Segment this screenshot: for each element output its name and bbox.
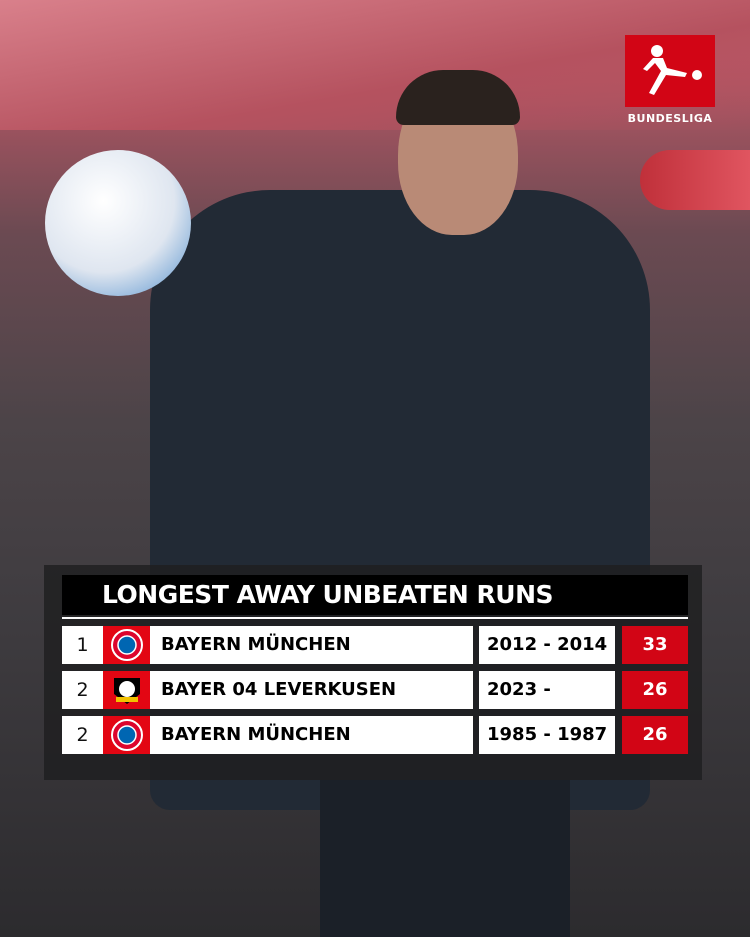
bayer-leverkusen-crest-icon [103,671,150,709]
stadium-railing [640,150,750,210]
bayern-munchen-crest-icon [103,626,150,664]
bundesliga-logo-icon [625,35,715,107]
football [45,150,191,296]
table-row: 2 BAYERN MÜNCHEN 1985 - 1987 26 [62,716,688,754]
games-cell: 26 [622,716,688,754]
years-cell: 2012 - 2014 [479,626,615,664]
coach-legs [320,780,570,937]
club-name: BAYERN MÜNCHEN [150,626,473,664]
table-row: 2 BAYER 04 LEVERKUSEN 2023 - 26 [62,671,688,709]
games-cell: 33 [622,626,688,664]
title-divider [62,617,688,619]
club-name: BAYER 04 LEVERKUSEN [150,671,473,709]
rank-cell: 2 [62,716,103,754]
bayern-munchen-crest-icon [103,716,150,754]
club-name: BAYERN MÜNCHEN [150,716,473,754]
bundesliga-wordmark: BUNDESLIGA [627,112,713,125]
rank-cell: 1 [62,626,103,664]
coach-hair [396,70,520,125]
table-title: LONGEST AWAY UNBEATEN RUNS [62,575,688,615]
rank-cell: 2 [62,671,103,709]
years-cell: 2023 - [479,671,615,709]
table-row: 1 BAYERN MÜNCHEN 2012 - 2014 33 [62,626,688,664]
years-cell: 1985 - 1987 [479,716,615,754]
games-cell: 26 [622,671,688,709]
